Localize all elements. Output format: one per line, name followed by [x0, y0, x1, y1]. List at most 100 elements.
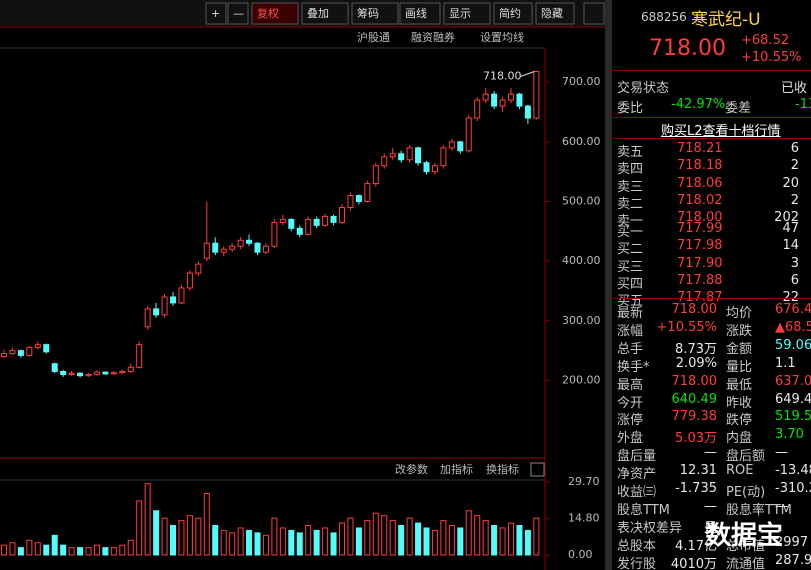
sub-toolbar-label[interactable]: 融资融券 [411, 30, 455, 44]
y-tick-label: 600.00 [562, 135, 601, 148]
book-volume: 22 [782, 290, 799, 306]
candle-body [60, 370, 67, 375]
stat-label: 涨幅 [617, 323, 644, 339]
close-button[interactable] [530, 462, 545, 477]
toolbar-label[interactable]: 叠加 [307, 7, 329, 20]
stat-value: 287.9 [775, 552, 811, 568]
volume-bar [26, 539, 33, 556]
stat-value: 4010万 [670, 556, 717, 570]
candle-body [119, 370, 126, 374]
candle-body [110, 372, 117, 375]
indicator-button[interactable]: 加指标 [440, 462, 473, 476]
volume-bar [246, 529, 253, 556]
toolbar-button[interactable] [399, 2, 441, 25]
toolbar-label[interactable]: 简约 [499, 6, 521, 20]
stat-value: 3.70 [775, 427, 804, 443]
toolbar-label[interactable]: — [233, 7, 244, 20]
volume-bar [43, 544, 50, 556]
volume-bar [279, 527, 286, 556]
stat-label: 总股本 [617, 538, 657, 554]
sub-toolbar-label[interactable]: 沪股通 [357, 30, 390, 44]
candle-body [1, 353, 7, 358]
book-price: 717.87 [677, 290, 723, 306]
indicator-button[interactable]: 改参数 [395, 462, 428, 476]
stat-value: 779.38 [671, 409, 718, 425]
ratio-label: 委比 [617, 101, 644, 116]
volume-bar [93, 544, 100, 556]
stat-label: 净资产 [617, 467, 657, 483]
volume-bar [389, 520, 396, 556]
volume-bar [448, 525, 455, 556]
stat-value: -1.735 [675, 481, 717, 496]
diff-label: 委差 [725, 101, 752, 116]
volume-bar [110, 547, 117, 556]
volume-bar [186, 515, 193, 556]
sub-toolbar-label[interactable]: 设置均线 [480, 30, 524, 44]
book-volume: 6 [790, 141, 799, 156]
stat-value: 718.00 [671, 302, 718, 317]
volume-bar [229, 532, 236, 556]
stat-label: 总手 [617, 341, 644, 357]
stat-label: 涨停 [617, 413, 644, 429]
toolbar-button[interactable] [443, 2, 491, 25]
stat-label: 涨跌 [726, 323, 753, 339]
candle-body [229, 245, 236, 250]
stat-label: 最高 [617, 377, 644, 393]
indicator-button[interactable]: 换指标 [486, 462, 519, 476]
divider [613, 70, 811, 71]
toolbar-button[interactable] [227, 2, 249, 25]
volume-bar [322, 527, 329, 556]
stat-value: 59.06 [775, 337, 811, 353]
toolbar-label[interactable]: 显示 [449, 7, 471, 20]
volume-bar [102, 547, 109, 556]
stat-label: 量比 [726, 359, 753, 375]
volume-bar [119, 544, 126, 556]
volume-bar [68, 547, 75, 556]
candle-body [161, 296, 168, 316]
fullscreen-button[interactable] [583, 2, 605, 25]
book-label: 卖一 [617, 214, 644, 230]
book-price: 717.98 [677, 238, 723, 254]
volume-bar [431, 529, 438, 556]
volume-bar [237, 527, 244, 556]
toolbar-label[interactable]: + [211, 7, 220, 20]
y-tick-label: 700.00 [562, 75, 601, 88]
candle-body [212, 242, 219, 253]
candle-body [313, 218, 320, 226]
candle-body [271, 221, 278, 247]
candle-body [465, 117, 472, 152]
toolbar-button[interactable] [493, 2, 533, 25]
price-annotation: 718.00 [483, 69, 522, 82]
toolbar-button[interactable] [301, 2, 349, 25]
candle-body [9, 350, 16, 355]
stat-label: 盘后额 [726, 449, 766, 465]
stat-value: — [704, 445, 717, 461]
book-volume: 2 [790, 192, 799, 208]
stock-name: 寒武纪-U [691, 10, 761, 30]
stat-label: 总市值 [726, 538, 766, 554]
stat-label: 流通值 [726, 556, 766, 570]
quote-panel: 688256 寒武纪-U 718.00 +68.52 +10.55% 交易状态 已收 委比 -4… [613, 0, 811, 570]
volume-bar [305, 525, 312, 556]
volume-bar [195, 517, 202, 556]
y-tick-label: 300.00 [562, 314, 601, 327]
toolbar-button[interactable] [535, 2, 575, 25]
toolbar-label[interactable]: 隐藏 [541, 7, 563, 20]
toolbar-label[interactable]: 画线 [405, 6, 427, 20]
toolbar-button[interactable] [205, 2, 227, 25]
y-tick-label: 400.00 [562, 254, 601, 267]
volume-bar [423, 527, 430, 556]
toolbar-label[interactable]: 筹码 [357, 6, 379, 20]
l2-link[interactable]: 购买L2查看十档行情 [661, 124, 781, 139]
toolbar-label[interactable]: 复权 [257, 6, 279, 20]
toolbar-button[interactable] [351, 2, 399, 25]
splitter[interactable] [605, 0, 612, 570]
stat-value: 5.03万 [675, 431, 717, 447]
toolbar-button[interactable] [251, 2, 299, 25]
candle-body [516, 93, 523, 107]
stat-label: 金额 [726, 341, 753, 357]
candle-body [102, 371, 109, 375]
volume-bar [440, 520, 447, 556]
candle-body [482, 93, 489, 101]
